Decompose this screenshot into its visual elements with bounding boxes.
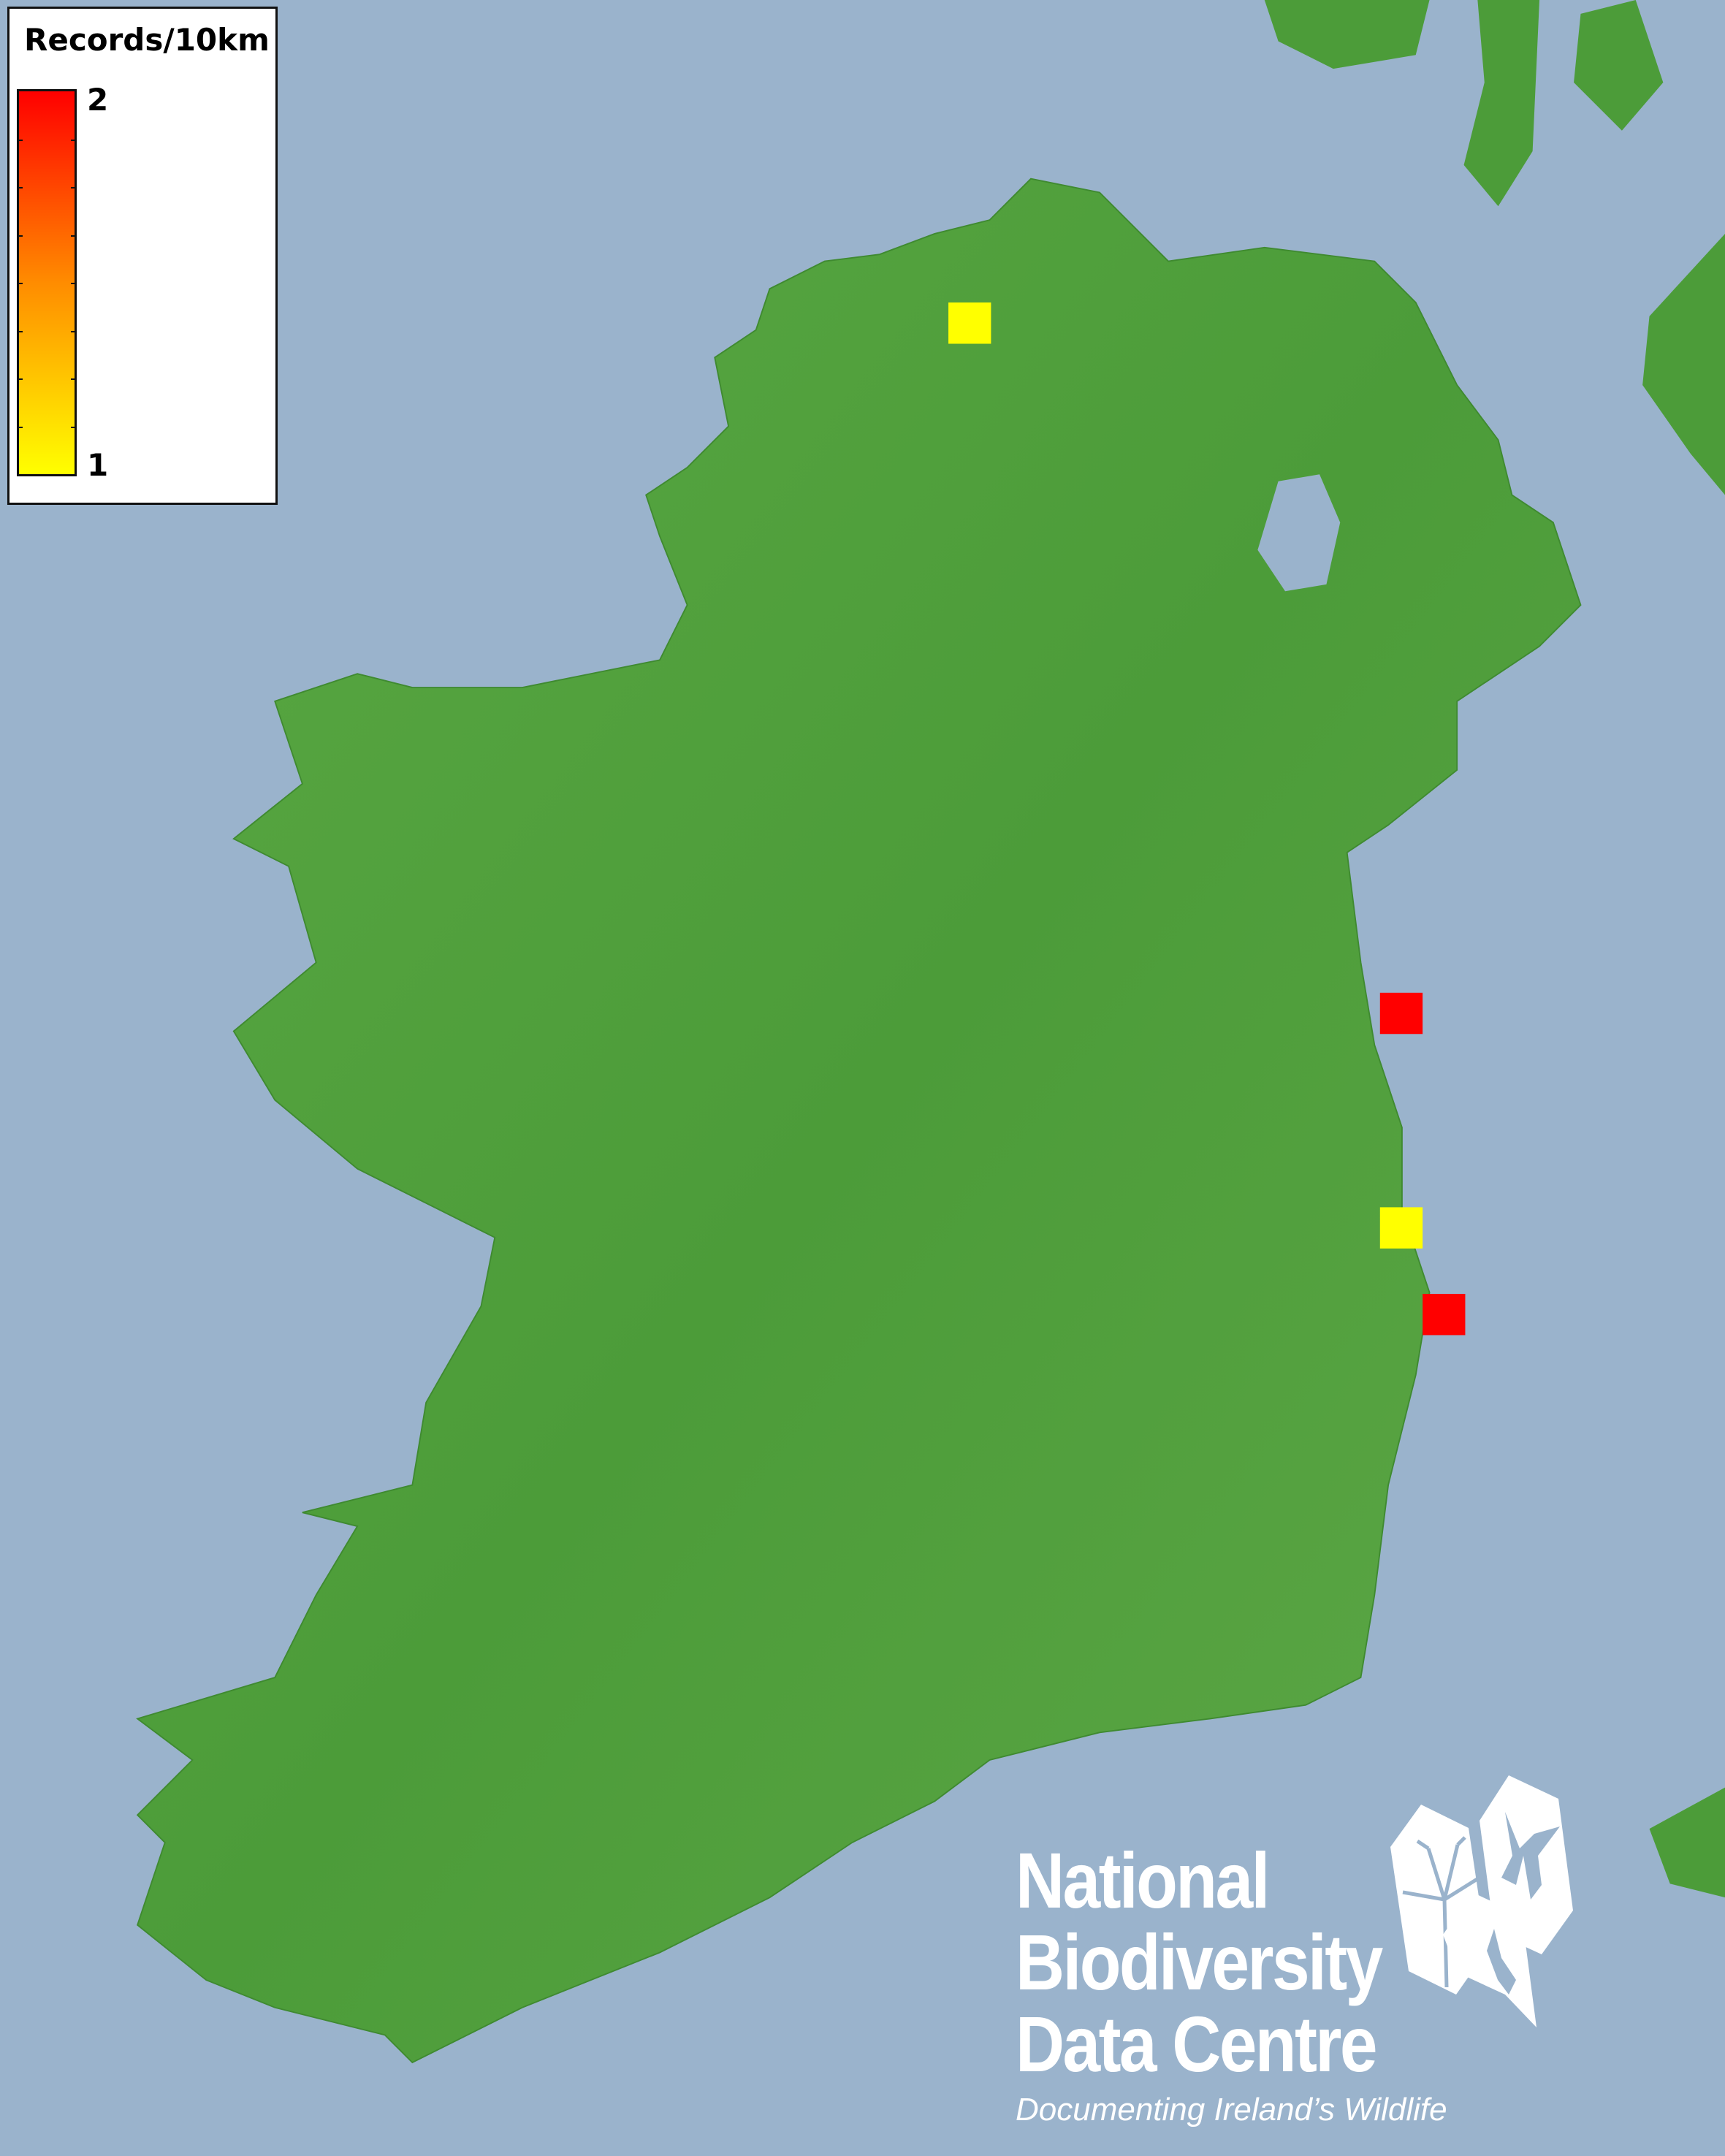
nbdc-logo: National Biodiversity Data Centre Docume… xyxy=(1012,1768,1640,2141)
logo-tagline: Documenting Ireland’s Wildlife xyxy=(1016,2092,1447,2128)
record-square[interactable] xyxy=(1423,1293,1466,1336)
legend-color-bar xyxy=(17,89,77,476)
record-square[interactable] xyxy=(1379,1207,1423,1249)
record-square[interactable] xyxy=(1379,992,1423,1035)
legend: Records/10km 2 1 xyxy=(7,7,278,505)
legend-max-label: 2 xyxy=(87,82,109,118)
logo-line-1: National xyxy=(1016,1836,1270,1924)
ireland-landmass xyxy=(136,178,1582,2064)
logo-line-3: Data Centre xyxy=(1016,2000,1378,2088)
legend-min-label: 1 xyxy=(87,447,109,483)
lough-neagh xyxy=(1257,474,1341,592)
logo-line-2: Biodiversity xyxy=(1016,1918,1383,2006)
legend-title: Records/10km xyxy=(24,22,270,58)
record-square[interactable] xyxy=(948,302,991,344)
seahorse-icon xyxy=(1443,1892,1536,2027)
